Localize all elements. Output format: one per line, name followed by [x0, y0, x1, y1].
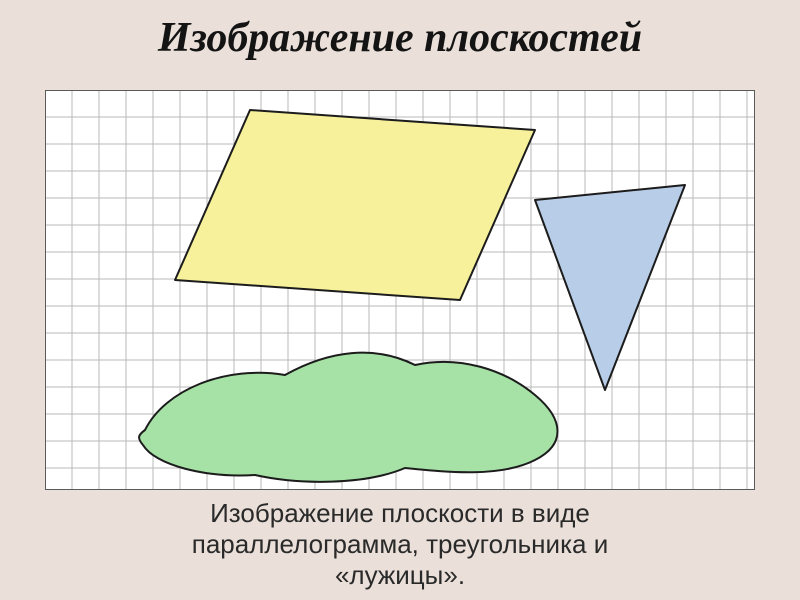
page-title: Изображение плоскостей	[0, 14, 800, 62]
page-root: Изображение плоскостей Изображение плоск…	[0, 0, 800, 600]
grid-svg	[45, 90, 755, 490]
caption-line-1: Изображение плоскости в виде	[0, 498, 800, 529]
caption-line-2: параллелограмма, треугольника и	[0, 529, 800, 560]
caption: Изображение плоскости в виде параллелогр…	[0, 498, 800, 592]
caption-line-3: «лужицы».	[0, 560, 800, 591]
grid-frame	[45, 90, 755, 490]
